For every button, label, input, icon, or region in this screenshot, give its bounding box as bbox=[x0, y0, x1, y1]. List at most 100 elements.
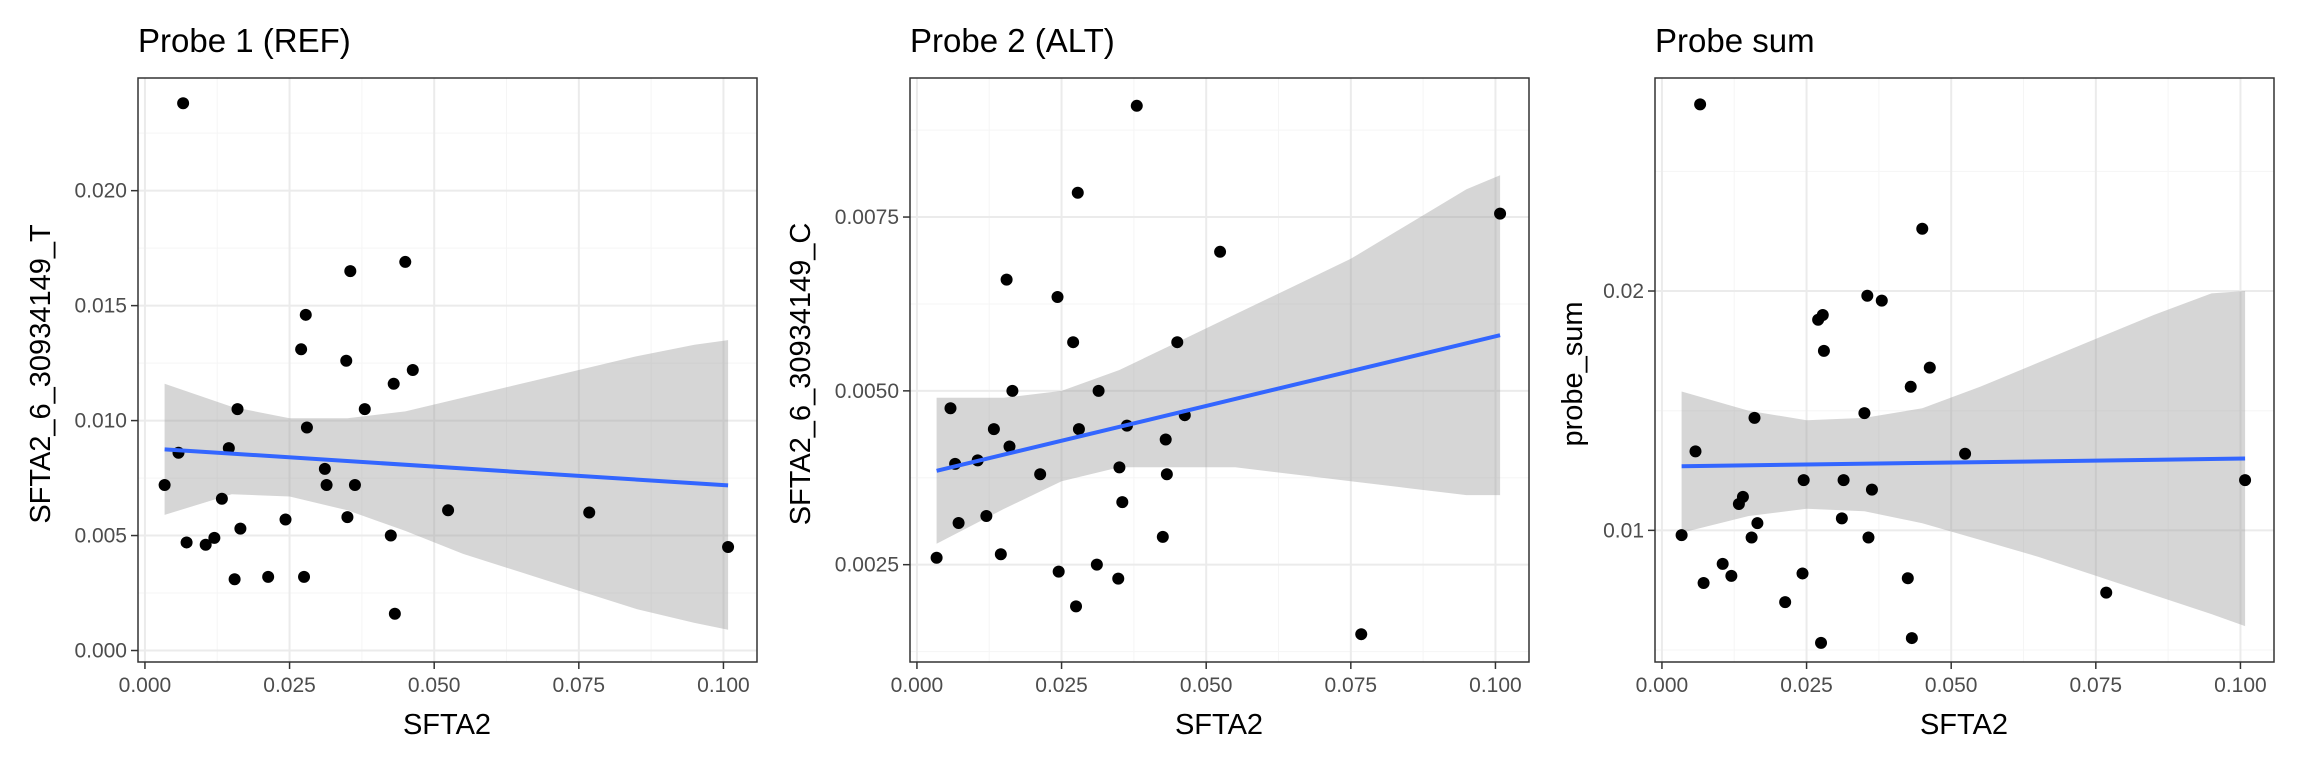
x-tick-label: 0.000 bbox=[1636, 674, 1689, 697]
data-point bbox=[1116, 496, 1129, 509]
y-axis-title: probe_sum bbox=[1557, 301, 1589, 446]
data-point bbox=[340, 354, 353, 367]
data-point bbox=[222, 442, 235, 455]
data-point bbox=[300, 421, 313, 434]
data-point bbox=[1837, 474, 1850, 487]
y-tick-label: 0.0050 bbox=[835, 380, 899, 403]
x-axis-title: SFTA2 bbox=[403, 709, 491, 741]
data-point bbox=[231, 403, 244, 416]
data-point bbox=[994, 548, 1007, 561]
y-tick-label: 0.020 bbox=[74, 180, 127, 203]
x-tick-label: 0.050 bbox=[408, 674, 461, 697]
data-point bbox=[1904, 380, 1917, 393]
data-point bbox=[208, 531, 221, 544]
data-point bbox=[1034, 468, 1047, 481]
data-point bbox=[1159, 433, 1172, 446]
x-tick-label: 0.000 bbox=[891, 674, 944, 697]
data-point bbox=[295, 343, 308, 356]
data-point bbox=[1160, 468, 1173, 481]
data-point bbox=[1861, 289, 1874, 302]
data-point bbox=[1736, 490, 1749, 503]
data-point bbox=[320, 478, 333, 491]
data-point bbox=[1875, 294, 1888, 307]
data-point bbox=[387, 377, 400, 390]
y-axis-title: SFTA2_6_30934149_T bbox=[25, 224, 57, 524]
data-point bbox=[406, 364, 419, 376]
data-point bbox=[1675, 529, 1688, 542]
data-point bbox=[1815, 636, 1828, 649]
x-tick-label: 0.075 bbox=[2070, 674, 2123, 697]
data-point bbox=[1916, 222, 1929, 235]
panel-border bbox=[909, 77, 1530, 663]
data-point bbox=[2100, 586, 2113, 599]
data-point bbox=[1090, 558, 1103, 571]
data-point bbox=[1959, 447, 1972, 460]
data-point bbox=[1725, 569, 1738, 582]
data-point bbox=[199, 538, 212, 551]
data-point bbox=[1113, 461, 1126, 474]
data-point bbox=[1156, 530, 1169, 543]
plot-area bbox=[909, 77, 1530, 663]
data-point bbox=[1923, 361, 1936, 374]
data-point bbox=[298, 570, 311, 583]
panel-title: Probe sum bbox=[1655, 22, 1815, 59]
x-tick-label: 0.075 bbox=[1325, 674, 1378, 697]
data-point bbox=[1905, 632, 1918, 645]
data-point bbox=[1865, 483, 1878, 496]
regression-line bbox=[164, 447, 729, 488]
data-point bbox=[299, 308, 312, 321]
data-point bbox=[1070, 600, 1083, 613]
data-point bbox=[1901, 572, 1914, 585]
data-point bbox=[262, 570, 275, 583]
x-tick-label: 0.025 bbox=[263, 674, 316, 697]
confidence-band bbox=[164, 340, 729, 630]
data-point bbox=[1003, 440, 1016, 453]
data-point bbox=[234, 522, 247, 535]
x-tick-label: 0.050 bbox=[1180, 674, 1233, 697]
data-point bbox=[1214, 245, 1227, 258]
x-tick-label: 0.050 bbox=[1925, 674, 1978, 697]
y-tick-label: 0.005 bbox=[74, 525, 127, 548]
data-point bbox=[1355, 628, 1368, 641]
data-point bbox=[1694, 98, 1707, 111]
data-point bbox=[1130, 99, 1143, 112]
x-tick-label: 0.025 bbox=[1780, 674, 1833, 697]
data-point bbox=[952, 516, 965, 529]
x-tick-label: 0.100 bbox=[2214, 674, 2267, 697]
y-tick-label: 0.0025 bbox=[835, 554, 899, 577]
data-point bbox=[1494, 207, 1507, 220]
panel-probe-sum: Probe sum probe_sum SFTA2 0.000 0.025 0.05… bbox=[1557, 22, 2275, 741]
panel-probe-2-alt: Probe 2 (ALT) SFTA2_6_30934149_C SFTA2 0… bbox=[785, 22, 1530, 741]
data-point bbox=[358, 403, 371, 416]
y-tick-label: 0.000 bbox=[74, 640, 127, 663]
y-tick-label: 0.01 bbox=[1603, 519, 1644, 542]
data-point bbox=[1071, 186, 1084, 199]
data-point bbox=[1858, 407, 1871, 420]
data-point bbox=[722, 541, 735, 554]
data-point bbox=[215, 492, 228, 505]
data-point bbox=[279, 513, 292, 526]
data-point bbox=[1051, 291, 1064, 303]
data-point bbox=[384, 529, 397, 542]
data-point bbox=[180, 536, 193, 549]
data-point bbox=[1716, 557, 1729, 570]
panel-probe-1-ref: Probe 1 (REF) SFTA2_6_30934149_T SFTA2 0… bbox=[25, 22, 758, 741]
data-point bbox=[348, 478, 361, 491]
data-point bbox=[1067, 336, 1080, 349]
panel-title: Probe 2 (ALT) bbox=[910, 22, 1115, 59]
data-point bbox=[388, 607, 401, 620]
x-tick-label: 0.075 bbox=[553, 674, 606, 697]
data-point bbox=[228, 573, 241, 586]
data-point bbox=[1052, 565, 1065, 578]
x-tick-label: 0.100 bbox=[1469, 674, 1522, 697]
data-point bbox=[987, 423, 1000, 436]
data-point bbox=[344, 265, 357, 278]
confidence-band bbox=[936, 175, 1501, 544]
data-point bbox=[341, 511, 354, 524]
plot-area bbox=[137, 77, 758, 663]
panel-title: Probe 1 (REF) bbox=[138, 22, 351, 59]
data-point bbox=[944, 402, 957, 415]
data-point bbox=[1835, 512, 1848, 525]
data-point bbox=[1006, 384, 1019, 397]
